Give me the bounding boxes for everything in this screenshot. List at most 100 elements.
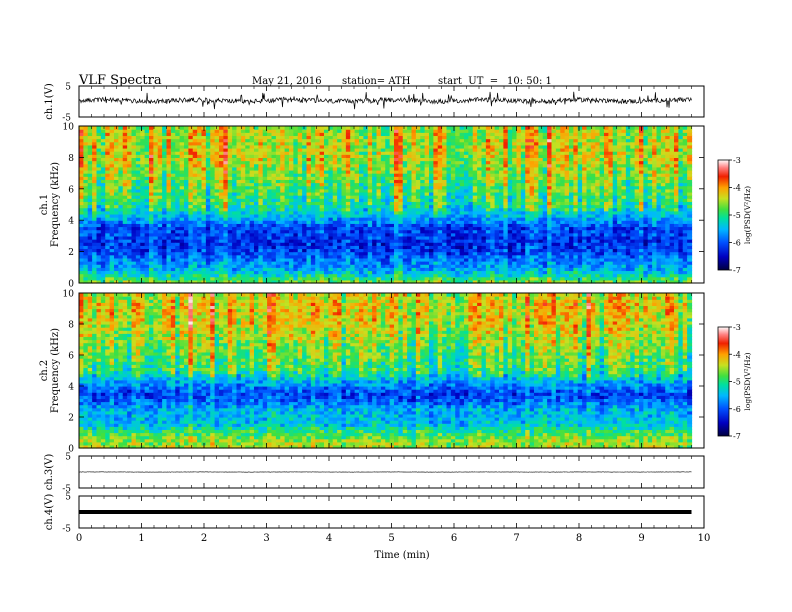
spectrogram-cell xyxy=(227,135,233,140)
spectrogram-cell xyxy=(210,129,216,133)
spectrogram-cell xyxy=(175,132,181,137)
spectrogram-cell xyxy=(131,220,137,224)
spectrogram-cell xyxy=(236,188,242,193)
spectrogram-cell xyxy=(332,176,338,180)
spectrogram-cell xyxy=(118,176,124,180)
spectrogram-cell xyxy=(184,267,189,272)
spectrogram-cell xyxy=(249,160,255,165)
spectrogram-cell xyxy=(179,198,185,202)
spectrogram-cell xyxy=(319,144,325,149)
spectrogram-cell xyxy=(118,232,124,237)
spectrogram-cell xyxy=(188,251,194,256)
spectrogram-cell xyxy=(315,273,321,278)
spectrogram-cell xyxy=(92,261,98,265)
spectrogram-cell xyxy=(118,226,124,231)
spectrogram-cell xyxy=(114,248,119,253)
spectrogram-cell xyxy=(236,251,242,256)
spectrogram-cell xyxy=(188,176,194,180)
spectrogram-cell xyxy=(293,198,299,202)
spectrogram-cell xyxy=(87,201,93,206)
spectrogram-cell xyxy=(328,251,334,256)
spectrogram-cell xyxy=(118,229,124,234)
spectrogram-cell xyxy=(170,226,176,231)
spectrogram-cell xyxy=(79,235,84,240)
spectrogram-cell xyxy=(96,185,102,190)
spectrogram-cell xyxy=(79,147,84,152)
spectrogram-cell xyxy=(83,217,89,221)
spectrogram-cell xyxy=(214,270,220,275)
spectrogram-cell xyxy=(175,151,181,155)
spectrogram-cell xyxy=(153,251,159,256)
spectrogram-cell xyxy=(328,264,334,268)
spectrogram-cell xyxy=(219,276,224,281)
spectrogram-cell xyxy=(245,248,251,253)
spectrogram-cell xyxy=(175,261,181,265)
spectrogram-cell xyxy=(105,264,111,268)
spectrogram-cell xyxy=(324,229,329,234)
spectrogram-cell xyxy=(175,144,181,149)
spectrogram-cell xyxy=(87,160,93,165)
spectrogram-cell xyxy=(258,235,264,240)
spectrogram-cell xyxy=(324,132,329,137)
spectrogram-cell xyxy=(188,182,194,187)
spectrogram-cell xyxy=(100,223,106,228)
spectrogram-cell xyxy=(249,151,255,155)
spectrogram-cell xyxy=(394,126,399,130)
spectrogram-cell xyxy=(92,229,98,234)
spectrogram-cell xyxy=(188,191,194,196)
spectrogram-cell xyxy=(201,173,207,177)
spectrogram-cell xyxy=(140,217,146,221)
spectrogram-cell xyxy=(315,251,321,256)
spectrogram-cell xyxy=(118,144,124,149)
spectrogram-cell xyxy=(140,248,146,253)
spectrogram-cell xyxy=(179,220,185,224)
spectrogram-cell xyxy=(284,154,290,158)
spectrogram-cell xyxy=(157,185,163,190)
spectrogram-cell xyxy=(284,185,290,190)
spectrogram-cell xyxy=(109,147,115,152)
spectrogram-cell xyxy=(205,261,211,265)
spectrogram-cell xyxy=(122,132,128,137)
spectrogram-cell xyxy=(96,126,102,130)
spectrogram-cell xyxy=(219,232,224,237)
spectrogram-cell xyxy=(184,147,189,152)
spectrogram-cell xyxy=(254,217,259,221)
spectrogram-cell xyxy=(254,248,259,253)
spectrogram-cell xyxy=(131,201,137,206)
spectrogram-cell xyxy=(175,191,181,196)
spectrogram-cell xyxy=(118,251,124,256)
spectrogram-cell xyxy=(328,223,334,228)
spectrogram-cell xyxy=(114,166,119,171)
spectrogram-cell xyxy=(144,163,150,168)
spectrogram-cell xyxy=(166,213,172,218)
spectrogram-cell xyxy=(223,151,229,155)
spectrogram-cell xyxy=(162,239,168,243)
spectrogram-cell xyxy=(254,138,259,143)
spectrogram-cell xyxy=(310,276,316,281)
spectrogram-cell xyxy=(96,242,102,246)
spectrogram-cell xyxy=(140,220,146,224)
spectrogram-cell xyxy=(170,201,176,206)
spectrogram-cell xyxy=(249,185,255,190)
spectrogram-cell xyxy=(149,138,154,143)
spectrogram-cell xyxy=(188,213,194,218)
spectrogram-cell xyxy=(328,276,334,281)
spectrogram-cell xyxy=(262,226,268,231)
spectrogram-cell xyxy=(140,176,146,180)
spectrogram-cell xyxy=(306,251,312,256)
spectrogram-cell xyxy=(92,151,98,155)
spectrogram-cell xyxy=(144,138,150,143)
spectrogram-cell xyxy=(122,160,128,165)
spectrogram-cell xyxy=(96,273,102,278)
spectrogram-cell xyxy=(131,229,137,234)
spectrogram-cell xyxy=(188,242,194,246)
spectrogram-cell xyxy=(249,135,255,140)
spectrogram-cell xyxy=(297,147,303,152)
spectrogram-cell xyxy=(280,242,286,246)
spectrogram-cell xyxy=(310,210,316,215)
spectrogram-cell xyxy=(118,276,124,281)
spectrogram-cell xyxy=(284,251,290,256)
spectrogram-cell xyxy=(170,223,176,228)
spectrogram-cell xyxy=(87,188,93,193)
spectrogram-cell xyxy=(271,213,277,218)
